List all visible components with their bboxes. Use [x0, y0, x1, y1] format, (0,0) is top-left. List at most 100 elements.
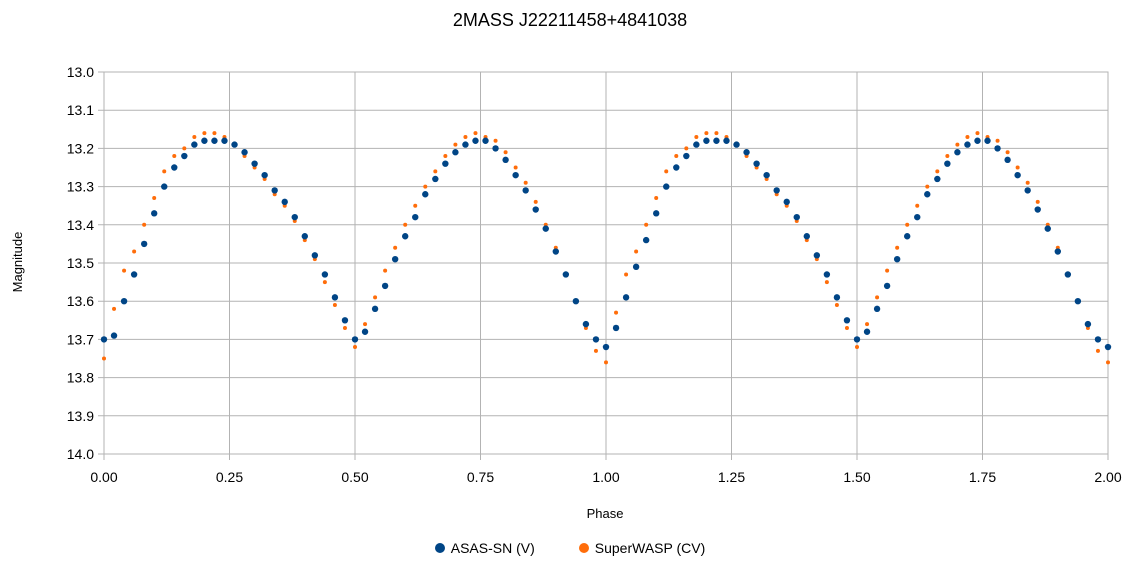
- data-point: [663, 183, 670, 190]
- data-point: [875, 295, 880, 300]
- data-point: [1014, 171, 1021, 179]
- data-point: [1035, 199, 1040, 204]
- y-tick-label: 13.4: [67, 217, 94, 233]
- data-point: [110, 332, 118, 339]
- data-point: [893, 255, 901, 263]
- data-point: [824, 280, 829, 285]
- data-point: [634, 249, 639, 254]
- data-point: [1024, 187, 1031, 194]
- data-point: [713, 137, 720, 144]
- data-point: [393, 245, 398, 250]
- data-point: [664, 169, 669, 174]
- series-asassn: [100, 137, 1112, 351]
- data-point: [152, 196, 157, 201]
- data-point: [351, 336, 359, 343]
- y-tick-label: 13.7: [67, 331, 94, 347]
- data-point: [693, 141, 700, 148]
- data-point: [442, 160, 449, 167]
- data-point: [462, 141, 469, 148]
- data-point: [813, 252, 821, 259]
- data-point: [1094, 336, 1102, 343]
- data-point: [714, 131, 719, 136]
- x-tick-label: 0.75: [467, 469, 494, 485]
- data-point: [945, 154, 950, 159]
- data-point: [592, 336, 600, 343]
- data-point: [532, 206, 539, 213]
- data-point: [422, 191, 429, 198]
- series-superwasp: [102, 131, 1110, 365]
- data-point: [412, 213, 419, 221]
- data-point: [654, 196, 659, 201]
- x-tick-label: 0.50: [341, 469, 368, 485]
- data-point: [1054, 248, 1062, 255]
- y-tick-label: 13.6: [67, 293, 94, 309]
- data-point: [403, 222, 408, 227]
- data-point: [873, 305, 881, 313]
- data-point: [1074, 298, 1082, 305]
- data-point: [301, 233, 308, 240]
- data-point: [964, 141, 971, 148]
- data-point: [924, 191, 931, 198]
- data-point: [452, 149, 459, 156]
- data-point: [895, 245, 900, 250]
- data-point: [632, 263, 640, 271]
- data-point: [231, 141, 238, 148]
- data-point: [773, 187, 780, 194]
- data-point: [211, 137, 218, 144]
- data-point: [361, 328, 369, 335]
- data-point: [182, 146, 187, 151]
- data-point: [503, 150, 508, 155]
- data-point: [321, 271, 329, 278]
- data-point: [522, 187, 529, 194]
- data-point: [733, 141, 740, 148]
- data-points: [100, 131, 1112, 365]
- x-tick-label: 1.25: [718, 469, 745, 485]
- data-point: [151, 210, 158, 217]
- data-point: [602, 343, 610, 351]
- data-point: [482, 137, 489, 144]
- data-point: [1004, 156, 1011, 164]
- data-point: [984, 137, 991, 144]
- x-tick-label: 1.00: [592, 469, 619, 485]
- data-point: [833, 294, 841, 301]
- data-point: [251, 160, 258, 167]
- data-point: [502, 156, 509, 164]
- data-point: [834, 303, 839, 308]
- data-point: [291, 213, 298, 221]
- data-point: [562, 271, 570, 278]
- data-point: [423, 184, 428, 189]
- data-point: [622, 294, 630, 301]
- data-point: [1005, 150, 1010, 155]
- x-tick-label: 2.00: [1094, 469, 1121, 485]
- data-point: [582, 320, 590, 328]
- grid-lines: [98, 71, 1109, 460]
- y-tick-label: 13.5: [67, 255, 94, 271]
- data-point: [552, 248, 559, 255]
- data-point: [533, 199, 538, 204]
- data-point: [112, 306, 117, 311]
- data-point: [914, 213, 921, 221]
- data-point: [703, 137, 710, 144]
- data-point: [162, 169, 167, 174]
- data-point: [472, 137, 479, 144]
- data-point: [883, 282, 891, 290]
- data-point: [1064, 271, 1072, 278]
- data-point: [512, 171, 519, 179]
- data-point: [904, 233, 911, 240]
- data-point: [413, 203, 418, 208]
- tick-labels: 0.00 0.25 0.50 0.75 1.00 1.25 1.50 1.75 2.00 13.0…: [67, 64, 1122, 485]
- data-point: [935, 169, 940, 174]
- data-point: [383, 268, 388, 273]
- y-axis-label: Magnitude: [10, 232, 25, 293]
- data-point: [723, 137, 730, 144]
- data-point: [492, 145, 499, 152]
- y-tick-label: 13.9: [67, 408, 94, 424]
- x-tick-label: 1.75: [969, 469, 996, 485]
- data-point: [865, 322, 870, 327]
- data-point: [823, 271, 831, 278]
- data-point: [212, 131, 217, 136]
- data-point: [142, 222, 147, 227]
- data-point: [694, 134, 699, 139]
- data-point: [673, 164, 680, 171]
- data-point: [995, 138, 1000, 143]
